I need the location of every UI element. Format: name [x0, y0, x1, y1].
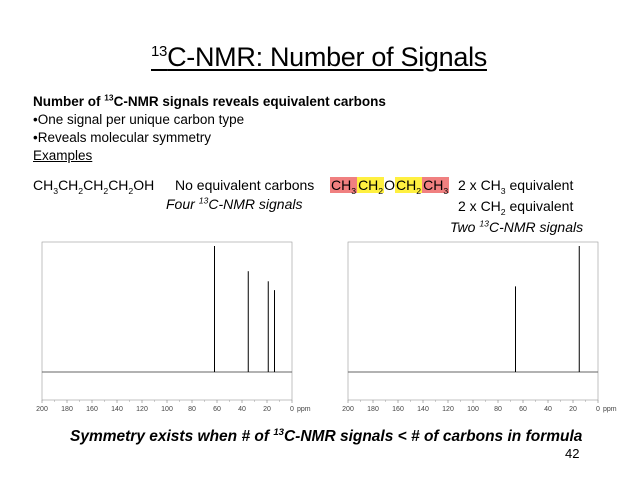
- tick-label: 0: [596, 406, 600, 413]
- tick-label: 140: [417, 406, 429, 413]
- example1-signals: Four 13C-NMR signals: [166, 195, 303, 212]
- bullet-mark: •: [33, 130, 38, 145]
- footer-statement: Symmetry exists when # of 13C-NMR signal…: [70, 426, 583, 445]
- plot-frame: [347, 241, 599, 373]
- spectrum-2: 200 180 160 140 120 100 80 60 40 20 0 ppm: [336, 240, 626, 420]
- bullet-item: •One signal per unique carbon type: [33, 112, 244, 127]
- page-title: 13C-NMR: Number of Signals: [0, 42, 638, 73]
- bullet-mark: •: [33, 112, 38, 127]
- axis-strip: [41, 371, 293, 401]
- tick-label: 80: [494, 406, 502, 413]
- example1-description: No equivalent carbons: [175, 177, 315, 193]
- axis-unit: ppm: [297, 406, 311, 413]
- tick-label: 0: [290, 406, 294, 413]
- tick-label: 120: [136, 406, 148, 413]
- tick-label: 40: [238, 406, 246, 413]
- subheading: Number of 13C-NMR signals reveals equiva…: [33, 92, 386, 109]
- subheading-sup: 13: [104, 92, 114, 103]
- axis-strip: [347, 371, 599, 401]
- example2-formula: CH3 CH2 O CH2 CH3: [330, 177, 450, 196]
- tick-label: 160: [392, 406, 404, 413]
- title-text: C-NMR: Number of Signals: [167, 42, 487, 72]
- tick-label: 20: [263, 406, 271, 413]
- tick-label: 160: [86, 406, 98, 413]
- formula-group-ch3: CH3: [330, 177, 358, 196]
- bullet-text: Reveals molecular symmetry: [37, 130, 212, 145]
- tick-label: 40: [544, 406, 552, 413]
- plot-frame: [41, 241, 293, 373]
- tick-label: 20: [569, 406, 577, 413]
- example1-formula: CH3CH2CH2CH2OH: [33, 177, 155, 196]
- formula-group-ch3: CH3: [422, 177, 450, 196]
- tick-label: 100: [161, 406, 173, 413]
- tick-label: 60: [519, 406, 527, 413]
- subheading-pre: Number of: [33, 94, 105, 109]
- spectrum-1: 200 180 160 140 120 100 80 60 40 20 0 ppm: [30, 240, 320, 420]
- formula-group-ch2: CH2: [395, 177, 423, 196]
- tick-label: 80: [188, 406, 196, 413]
- page-number: 42: [565, 446, 580, 461]
- title-sup: 13: [151, 43, 168, 60]
- tick-label: 180: [367, 406, 379, 413]
- tick-label: 200: [36, 406, 48, 413]
- tick-label: 140: [111, 406, 123, 413]
- examples-label: Examples: [33, 148, 93, 163]
- formula-group-o: O: [384, 177, 396, 193]
- tick-label: 180: [61, 406, 73, 413]
- example2-eq-ch3: 2 x CH3 equivalent: [458, 177, 574, 196]
- tick-label: 60: [213, 406, 221, 413]
- axis-unit: ppm: [603, 406, 617, 413]
- tick-label: 120: [442, 406, 454, 413]
- tick-label: 100: [467, 406, 479, 413]
- example2-signals: Two 13C-NMR signals: [450, 218, 584, 235]
- bullet-text: One signal per unique carbon type: [37, 112, 245, 127]
- formula-group-ch2: CH2: [357, 177, 385, 196]
- example2-eq-ch2: 2 x CH2 equivalent: [458, 198, 574, 217]
- tick-label: 200: [342, 406, 354, 413]
- bullet-item: •Reveals molecular symmetry: [33, 130, 211, 145]
- subheading-post: C-NMR signals reveals equivalent carbons: [113, 94, 386, 109]
